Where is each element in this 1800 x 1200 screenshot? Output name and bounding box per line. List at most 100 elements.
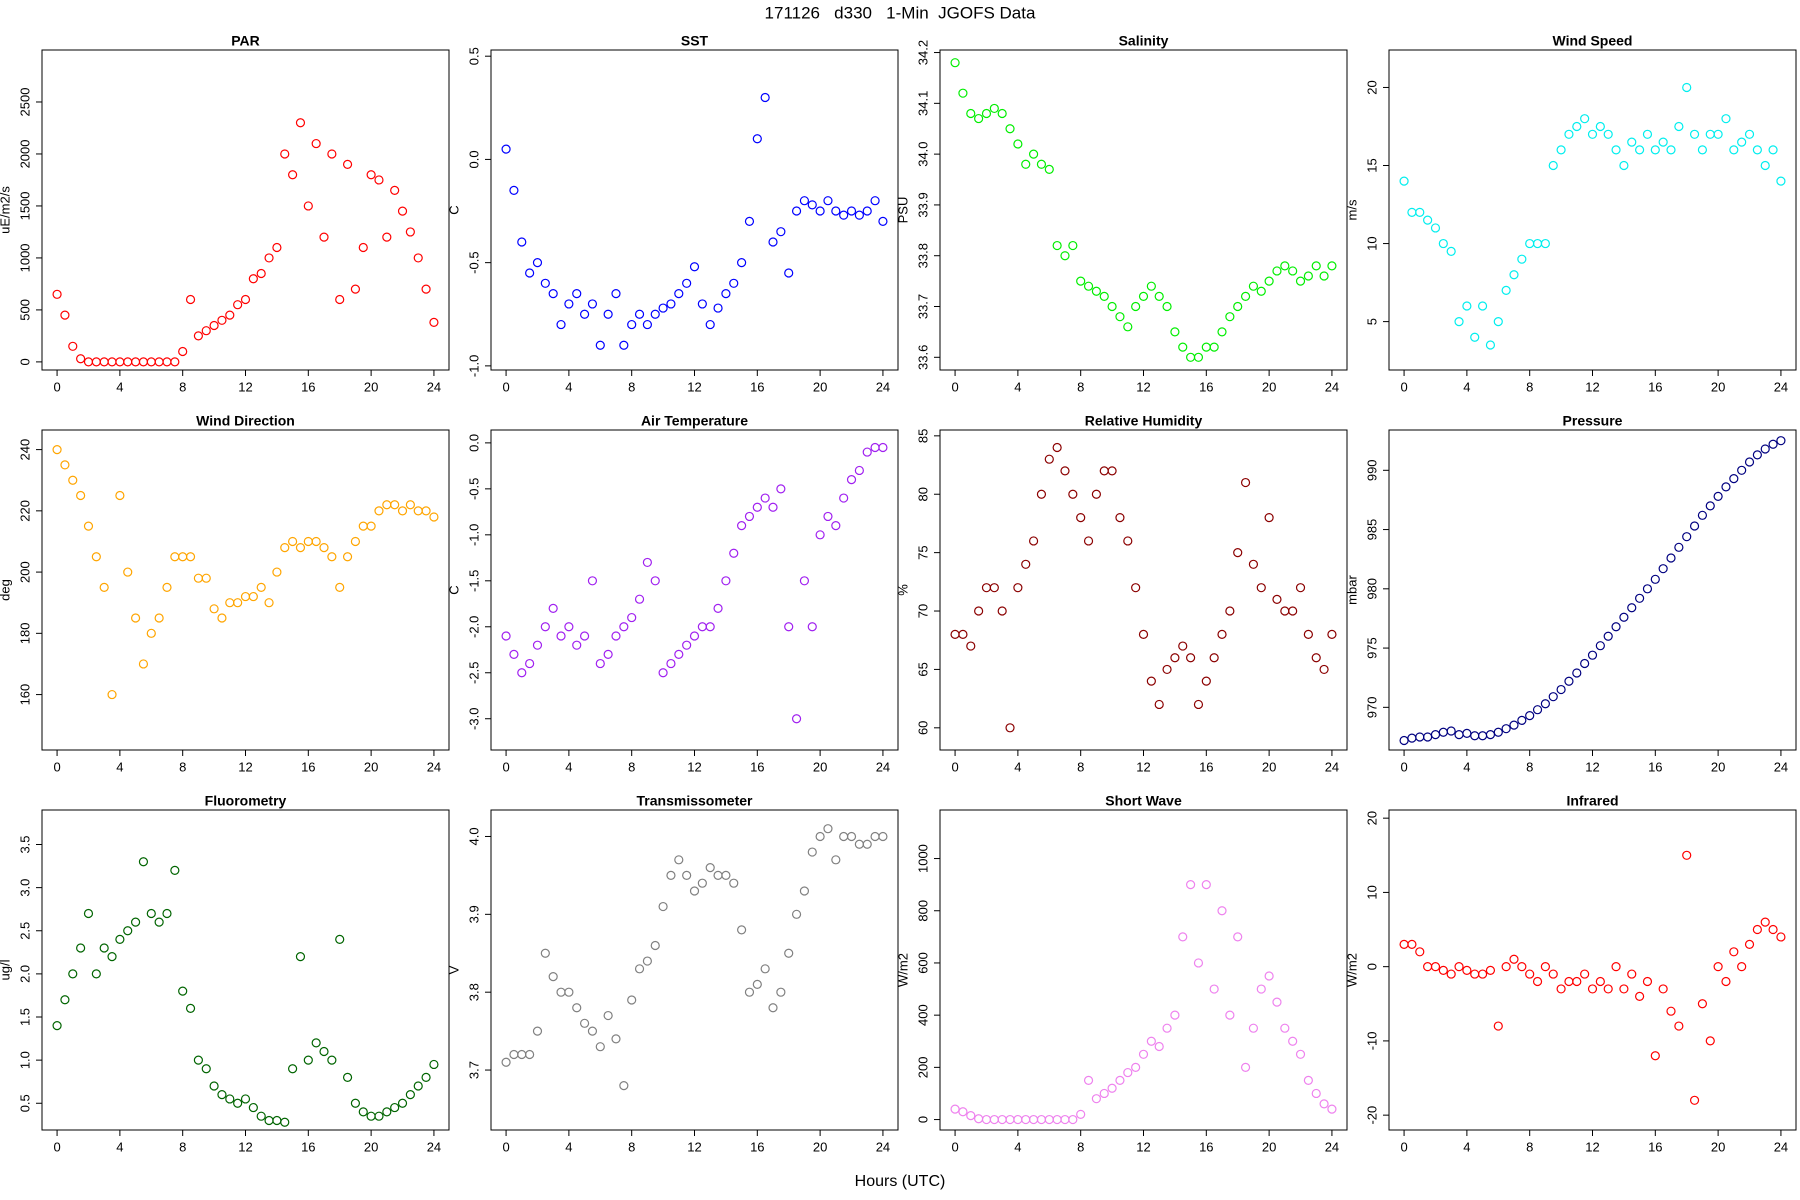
plot-frame	[490, 429, 899, 751]
data-point	[1642, 129, 1653, 139]
x-tick-label: 20	[813, 759, 827, 774]
data-point	[1209, 342, 1219, 352]
y-tick-label: 3.7	[466, 1061, 481, 1079]
data-point	[682, 640, 692, 650]
data-point	[1131, 1062, 1141, 1072]
y-axis-label: PSU	[895, 197, 910, 224]
data-point	[319, 232, 329, 242]
data-point	[1193, 352, 1204, 362]
data-point	[950, 1104, 960, 1114]
data-point	[1446, 726, 1456, 736]
data-point	[311, 536, 321, 547]
data-point	[674, 289, 684, 299]
data-point	[1650, 145, 1660, 155]
data-point	[185, 294, 196, 305]
x-tick-label: 4	[565, 379, 572, 394]
data-point	[958, 1107, 968, 1117]
data-point	[713, 303, 723, 313]
data-point	[721, 289, 731, 299]
data-point	[209, 1081, 219, 1091]
data-point	[1446, 246, 1456, 256]
data-point	[525, 268, 535, 278]
data-point	[52, 1021, 62, 1031]
data-point	[1658, 137, 1668, 147]
data-point	[264, 1115, 274, 1126]
data-point	[760, 493, 770, 503]
data-point	[784, 622, 794, 632]
data-point	[564, 987, 574, 997]
x-tick-label: 20	[364, 1139, 378, 1154]
data-point	[1477, 731, 1488, 741]
data-point	[130, 357, 141, 367]
data-point	[556, 631, 566, 641]
data-point	[374, 506, 384, 516]
y-tick-label: 15	[1364, 158, 1379, 172]
data-point	[68, 969, 78, 979]
data-point	[1493, 1021, 1503, 1031]
y-tick-label: 2500	[17, 88, 32, 117]
y-tick-label: 3.9	[466, 905, 481, 923]
data-point	[846, 831, 857, 842]
data-point	[342, 1072, 353, 1082]
data-point	[350, 284, 361, 294]
data-point	[303, 1055, 313, 1065]
data-point	[162, 908, 172, 919]
data-point	[1272, 594, 1282, 604]
data-point	[248, 591, 258, 602]
y-tick-label: 80	[915, 487, 930, 501]
data-point	[729, 278, 739, 288]
data-point	[366, 1111, 376, 1121]
data-point	[1682, 82, 1692, 93]
y-axis-label: deg	[0, 579, 12, 601]
data-point	[595, 1042, 605, 1052]
data-point	[1438, 965, 1448, 975]
data-point	[162, 357, 172, 367]
data-point	[1760, 917, 1770, 927]
y-tick-label: -3.0	[466, 708, 481, 730]
data-point	[217, 613, 227, 623]
data-point	[1540, 238, 1550, 249]
data-point	[99, 357, 109, 367]
data-point	[170, 552, 180, 562]
x-tick-label: 12	[1136, 759, 1150, 774]
data-point	[1060, 251, 1070, 261]
data-point	[870, 831, 880, 842]
plot-frame	[1388, 49, 1797, 371]
data-point	[658, 303, 668, 313]
data-point	[1178, 932, 1188, 942]
data-point	[138, 357, 149, 367]
y-tick-label: -2.0	[466, 616, 481, 638]
data-point	[358, 1107, 368, 1117]
data-point	[225, 310, 235, 320]
data-point	[1052, 240, 1062, 251]
data-point	[721, 870, 731, 881]
data-point	[1485, 729, 1496, 740]
data-point	[517, 237, 527, 247]
data-point	[201, 326, 211, 336]
x-tick-label: 12	[1585, 1139, 1599, 1154]
data-point	[1760, 444, 1770, 454]
x-tick-label: 16	[1199, 1139, 1213, 1154]
data-point	[517, 668, 527, 678]
data-point	[1493, 317, 1503, 327]
data-point	[1170, 327, 1180, 337]
data-point	[178, 346, 188, 357]
data-point	[974, 1114, 984, 1124]
data-point	[878, 831, 888, 842]
data-point	[1776, 436, 1786, 446]
x-tick-label: 8	[179, 1139, 186, 1154]
data-point	[1454, 729, 1464, 740]
data-point	[1666, 553, 1676, 563]
data-point	[791, 909, 802, 919]
data-point	[1399, 939, 1409, 949]
data-point	[831, 521, 841, 531]
panel-title: Relative Humidity	[1085, 413, 1203, 429]
data-point	[405, 227, 415, 237]
data-point	[1611, 145, 1621, 155]
x-tick-label: 16	[1648, 759, 1662, 774]
data-point	[768, 237, 778, 247]
data-point	[603, 649, 613, 659]
data-point	[1052, 442, 1062, 453]
data-point	[1501, 962, 1511, 972]
